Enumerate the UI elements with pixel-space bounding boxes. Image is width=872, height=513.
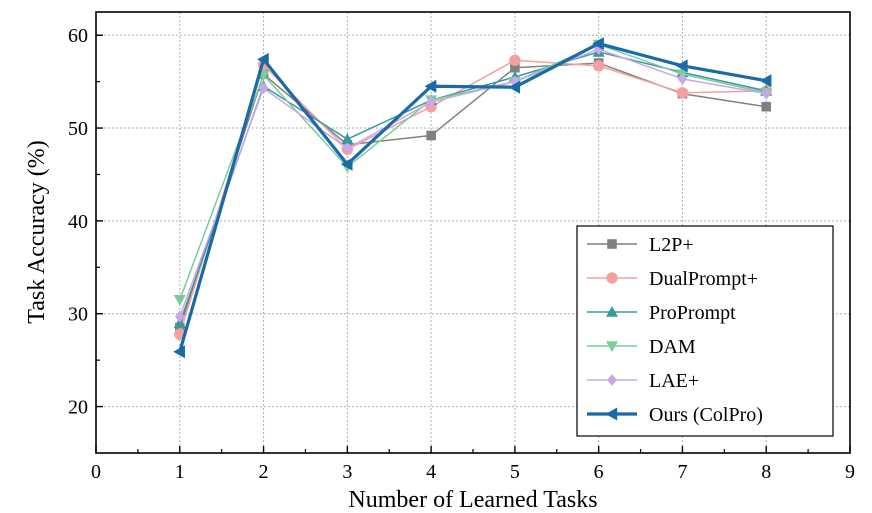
series-layer (173, 37, 773, 359)
data-point-4-2 (342, 142, 353, 155)
legend-label-4: LAE+ (649, 370, 699, 392)
data-point-1-5 (592, 60, 605, 72)
x-tick-label-1: 1 (175, 461, 185, 483)
y-tick-label-30: 30 (68, 304, 88, 326)
data-point-5-1 (257, 52, 269, 66)
data-point-0-3 (426, 130, 436, 141)
y-tick-label-50: 50 (68, 118, 88, 140)
data-point-0-7 (761, 101, 772, 112)
legend-marker-4 (607, 374, 617, 386)
y-tick-label-40: 40 (68, 211, 88, 233)
data-point-4-7 (761, 87, 772, 100)
legend-marker-5 (605, 407, 618, 421)
x-axis-label: Number of Learned Tasks (348, 487, 597, 513)
data-point-5-4 (508, 80, 521, 94)
data-point-4-3 (426, 96, 436, 109)
x-tick-label-7: 7 (677, 461, 687, 483)
data-point-0-4 (510, 62, 520, 73)
data-point-4-1 (258, 82, 269, 95)
legend-label-2: ProPrompt (649, 302, 736, 324)
data-point-5-6 (675, 59, 688, 73)
x-tick-label-6: 6 (594, 461, 604, 483)
legend-marker-1 (606, 272, 618, 284)
legend-box (576, 225, 834, 437)
series-line-3 (179, 43, 767, 301)
axis-ticks: 0 1 2 3 4 5 6 7 8 9 20 30 40 50 60 (68, 25, 855, 483)
y-axis-label: Task Accuracy (%) (24, 140, 50, 324)
x-tick-label-0: 0 (91, 461, 101, 483)
x-tick-label-8: 8 (761, 461, 771, 483)
y-tick-label-20: 20 (68, 397, 88, 419)
data-point-5-0 (173, 345, 185, 359)
data-point-1-6 (676, 87, 689, 99)
series-line-4 (179, 48, 767, 317)
data-point-5-7 (759, 74, 772, 88)
x-tick-label-5: 5 (510, 461, 520, 483)
x-tick-label-4: 4 (426, 461, 436, 483)
legend-label-1: DualPrompt+ (649, 268, 758, 290)
x-tick-label-3: 3 (342, 461, 352, 483)
legend-marker-3 (606, 341, 618, 352)
legend-label-3: DAM (649, 336, 696, 358)
legend-label-0: L2P+ (649, 234, 694, 256)
x-tick-label-9: 9 (845, 461, 855, 483)
data-point-3-0 (173, 295, 186, 306)
data-point-4-0 (174, 310, 185, 323)
x-tick-label-2: 2 (259, 461, 269, 483)
data-point-5-5 (592, 37, 604, 51)
legend-label-5: Ours (ColPro) (649, 404, 763, 426)
legend-marker-0 (607, 239, 617, 249)
data-point-4-6 (677, 72, 688, 85)
series-5 (173, 37, 772, 359)
legend: L2P+ DualPrompt+ ProPrompt DAM LAE+ Ours (Col… (576, 225, 834, 437)
legend-marker-2 (606, 306, 618, 317)
data-point-5-2 (340, 157, 353, 171)
data-point-5-3 (424, 79, 437, 93)
y-tick-label-60: 60 (68, 25, 88, 47)
data-point-1-4 (509, 54, 521, 66)
series-line-5 (178, 41, 767, 353)
data-point-2-2 (341, 133, 354, 144)
